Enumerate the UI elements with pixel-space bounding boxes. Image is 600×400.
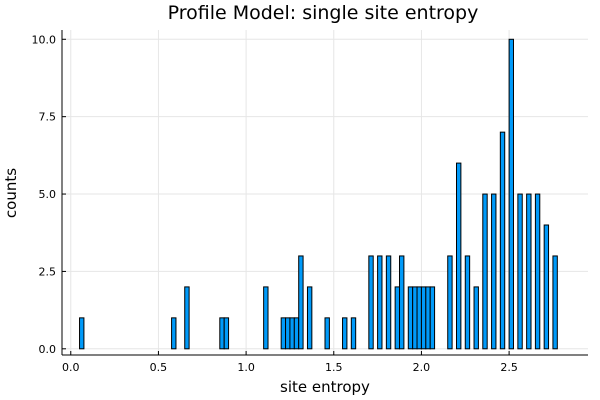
histogram-bar [223,317,230,350]
x-tick-labels: 0.0 0.5 1.0 1.5 2.0 2.5 [62,361,518,374]
axes [61,30,588,356]
histogram-bar [293,317,300,350]
x-tick-label: 0.5 [150,361,168,374]
histogram-bar [543,224,550,350]
histogram-bar [342,317,348,350]
histogram-bar [289,317,295,350]
x-tick-label: 2.5 [500,361,518,374]
y-tick-label: 2.5 [39,265,57,278]
y-tick-labels: 0.0 2.5 5.0 7.5 10.0 [32,33,57,356]
histogram-bar [526,193,532,350]
y-tick-label: 10.0 [32,33,57,46]
histogram-bar [464,255,471,350]
histogram-bar [517,193,523,350]
histogram-bar [456,162,462,350]
histogram-bar [385,255,392,350]
histogram-bar [508,38,514,350]
histogram-bar [552,255,558,350]
histogram-bar [184,286,190,350]
x-tick-label: 2.0 [413,361,431,374]
histogram-bar [482,193,488,350]
x-tick-label: 1.0 [237,361,255,374]
histogram-bar [280,317,287,350]
histogram-bar [473,286,479,350]
histogram-bars [79,38,558,350]
histogram-bar [79,317,85,350]
histogram-bar [399,255,405,350]
y-axis-title: counts [2,168,20,218]
chart-title: Profile Model: single site entropy [168,2,479,24]
histogram-bar [263,286,269,350]
histogram-bar [171,317,177,350]
histogram-bar [412,286,418,350]
histogram-bar [499,131,506,350]
histogram-bar [285,317,291,350]
y-tick-label: 7.5 [39,111,57,124]
x-tick-label: 1.5 [325,361,343,374]
histogram-bar [219,317,225,350]
histogram-bar [407,286,414,350]
histogram-bar [377,255,383,350]
histogram-bar [416,286,422,350]
histogram-bar [394,286,401,350]
y-tick-label: 5.0 [39,188,57,201]
histogram-bar [298,255,304,350]
x-axis-title: site entropy [280,378,370,396]
histogram-bar [306,286,313,350]
histogram-bar [534,193,541,350]
histogram-bar [324,317,330,350]
histogram-bar [420,286,427,350]
x-tick-label: 0.0 [62,361,80,374]
histogram-bar [368,255,374,350]
histogram-bar [491,193,497,350]
histogram-bar [425,286,431,350]
y-tick-label: 0.0 [39,343,57,356]
histogram-bar [350,317,357,350]
histogram-bar [447,255,453,350]
histogram-bar [429,286,436,350]
